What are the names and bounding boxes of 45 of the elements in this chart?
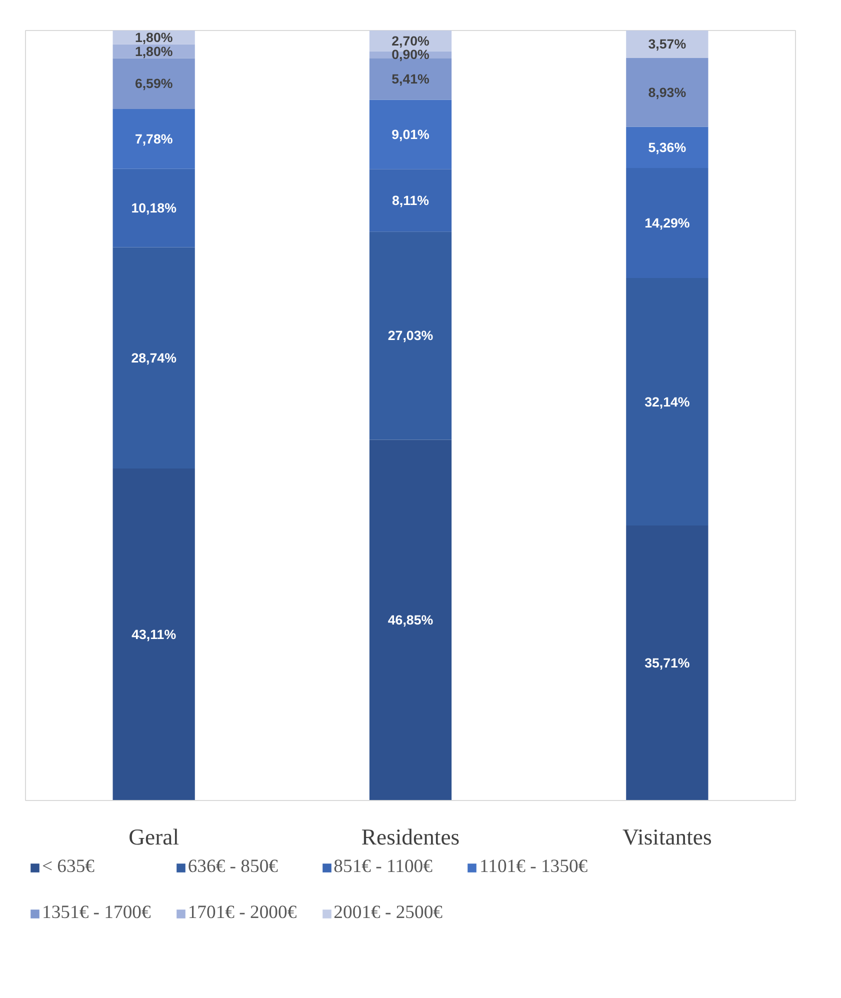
data-label: 14,29% bbox=[644, 216, 690, 231]
x-tick-label: Geral bbox=[128, 824, 180, 850]
legend-label: 1101€ - 1350€ bbox=[479, 856, 588, 878]
bar bbox=[626, 278, 708, 526]
data-label: 2,70% bbox=[392, 33, 430, 48]
bar bbox=[626, 168, 708, 278]
bar bbox=[112, 247, 195, 469]
bar bbox=[626, 58, 708, 127]
data-label: 28,74% bbox=[131, 350, 177, 366]
data-label: 7,78% bbox=[134, 131, 173, 146]
bar bbox=[369, 100, 452, 170]
data-label: 5,41% bbox=[392, 71, 430, 86]
data-label: 5,36% bbox=[648, 140, 686, 155]
data-label: 9,01% bbox=[392, 126, 430, 142]
legend-label: 851€ - 1100€ bbox=[334, 856, 432, 878]
legend-label: 1351€ - 1700€ bbox=[42, 902, 151, 924]
data-label: 35,71% bbox=[644, 656, 690, 671]
x-tick-label: Visitantes bbox=[622, 824, 712, 850]
data-label: 1,80% bbox=[134, 44, 173, 59]
bar bbox=[112, 468, 195, 800]
bar bbox=[626, 526, 708, 800]
data-label: 10,18% bbox=[131, 200, 177, 216]
bar bbox=[369, 440, 452, 800]
data-label: 8,11% bbox=[392, 192, 430, 208]
data-label: 0,90% bbox=[392, 47, 430, 62]
data-label: 6,59% bbox=[134, 76, 173, 92]
bar bbox=[369, 169, 452, 232]
legend-label: < 635€ bbox=[42, 856, 94, 878]
legend-label: 636€ - 850€ bbox=[188, 856, 278, 878]
bar bbox=[112, 168, 195, 248]
data-label: 1,80% bbox=[134, 30, 173, 45]
bar bbox=[626, 126, 708, 168]
data-label: 32,14% bbox=[644, 394, 690, 410]
legend-label: 2001€ - 2500€ bbox=[334, 902, 442, 924]
bar bbox=[112, 58, 195, 109]
x-tick-label: Residentes bbox=[361, 824, 460, 850]
data-label: 46,85% bbox=[388, 612, 434, 628]
data-label: 43,11% bbox=[132, 627, 176, 642]
data-label: 27,03% bbox=[388, 328, 434, 344]
data-label: 3,57% bbox=[648, 36, 686, 52]
data-label: 8,93% bbox=[648, 84, 686, 100]
bar bbox=[369, 232, 452, 440]
bar bbox=[626, 30, 708, 58]
legend-label: 1701€ - 2000€ bbox=[188, 902, 297, 924]
bar bbox=[112, 108, 195, 169]
